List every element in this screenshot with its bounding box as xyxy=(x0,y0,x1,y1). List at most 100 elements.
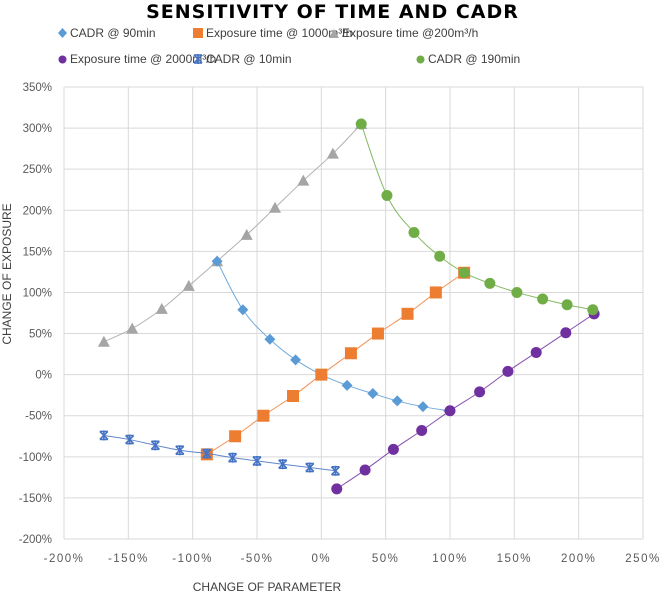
data-point xyxy=(387,443,399,455)
data-point xyxy=(391,395,403,407)
x-tick-label: 100% xyxy=(432,553,467,565)
series-diamond-0 xyxy=(211,255,455,417)
data-point xyxy=(367,388,379,400)
data-point xyxy=(474,386,486,398)
legend-item: CADR @ 10min xyxy=(193,52,292,66)
chart-title: SENSITIVITY OF TIME AND CADR xyxy=(146,1,519,23)
y-tick-label: 350% xyxy=(23,82,52,94)
data-point xyxy=(341,379,353,391)
data-point xyxy=(560,327,572,339)
data-point xyxy=(126,322,139,334)
square-marker-icon xyxy=(193,28,203,38)
y-tick-label: -200% xyxy=(19,534,52,546)
data-point xyxy=(331,483,343,495)
x-tick-label: 250% xyxy=(625,553,660,565)
data-point xyxy=(237,304,249,316)
data-point xyxy=(287,390,300,403)
legend-item: Exposure time @ 2000m³/h xyxy=(58,52,216,66)
data-point xyxy=(155,302,168,314)
legend-label: CADR @ 10min xyxy=(206,52,292,66)
x-tick-label: -200% xyxy=(44,553,85,565)
data-point xyxy=(99,430,109,441)
tick-labels: 350% 300% 250% 200% 150% 100% 50% 0% -50% -100% -1… xyxy=(19,82,660,565)
circle-marker-icon xyxy=(416,55,425,64)
data-point xyxy=(530,346,542,358)
legend-label: CADR @ 90min xyxy=(70,26,156,40)
data-point xyxy=(355,118,367,130)
x-tick-label: 0% xyxy=(312,553,332,565)
x-tick-label: -150% xyxy=(108,553,149,565)
y-axis-title: CHANGE OF EXPOSURE xyxy=(0,203,14,344)
data-point xyxy=(227,452,238,463)
data-point xyxy=(125,434,135,445)
series-square-1 xyxy=(200,266,471,461)
y-tick-label: -100% xyxy=(19,452,52,464)
data-point xyxy=(444,405,456,417)
legend-item: Exposure time @ 1000m³/h xyxy=(193,26,352,40)
data-point xyxy=(315,368,328,381)
data-point xyxy=(359,464,371,476)
diamond-marker-icon xyxy=(58,28,67,38)
series xyxy=(97,117,600,495)
data-point xyxy=(330,465,341,476)
y-tick-label: -150% xyxy=(19,493,52,505)
data-point xyxy=(97,335,110,347)
triangle-marker-icon xyxy=(329,29,339,38)
data-point xyxy=(290,354,302,366)
y-tick-label: 100% xyxy=(23,287,52,299)
grid xyxy=(63,86,644,540)
series-asterisk-4 xyxy=(99,430,341,476)
data-point xyxy=(417,401,429,413)
series-line xyxy=(360,123,593,311)
data-point xyxy=(182,279,195,291)
data-point xyxy=(511,286,523,298)
data-point xyxy=(416,425,428,437)
data-point xyxy=(202,448,212,459)
legend-label: Exposure time @ 2000m³/h xyxy=(70,52,217,66)
x-tick-label: -50% xyxy=(241,553,274,565)
data-point xyxy=(381,189,393,201)
data-point xyxy=(429,286,442,299)
y-tick-label: 300% xyxy=(23,123,52,135)
data-point xyxy=(240,228,253,240)
data-point xyxy=(252,455,262,466)
series-line xyxy=(206,272,465,455)
data-point xyxy=(229,430,242,443)
series-circle-5 xyxy=(355,118,599,316)
series-line xyxy=(216,260,449,412)
data-point xyxy=(371,327,384,340)
legend-label: Exposure time @200m³/h xyxy=(342,26,479,40)
legend-label: Exposure time @ 1000m³/h xyxy=(206,26,353,40)
data-point xyxy=(297,174,310,186)
y-tick-label: 150% xyxy=(23,246,52,258)
legend-item: Exposure time @200m³/h xyxy=(329,26,478,40)
circle-marker-icon xyxy=(58,55,67,64)
x-axis-title: CHANGE OF PARAMETER xyxy=(193,580,342,594)
data-point xyxy=(484,277,496,289)
legend-item: CADR @ 190min xyxy=(416,52,520,66)
data-point xyxy=(561,299,573,311)
legend-item: CADR @ 90min xyxy=(58,26,156,40)
y-tick-label: -50% xyxy=(25,411,52,423)
data-point xyxy=(537,293,549,305)
series-line xyxy=(103,123,362,343)
data-point xyxy=(408,226,420,238)
data-point xyxy=(587,304,599,316)
x-tick-label: 200% xyxy=(561,553,596,565)
data-point xyxy=(175,445,185,456)
data-point xyxy=(458,267,470,279)
data-point xyxy=(211,255,223,267)
data-point xyxy=(401,307,414,320)
data-point xyxy=(305,462,315,473)
data-point xyxy=(434,250,446,262)
data-point xyxy=(257,409,270,422)
data-point xyxy=(344,347,357,360)
series-circle-3 xyxy=(331,308,600,495)
x-tick-label: 150% xyxy=(497,553,532,565)
y-tick-label: 250% xyxy=(23,164,52,176)
data-point xyxy=(269,201,282,213)
data-point xyxy=(150,440,160,451)
series-line xyxy=(103,434,336,472)
y-tick-label: 0% xyxy=(35,370,52,382)
